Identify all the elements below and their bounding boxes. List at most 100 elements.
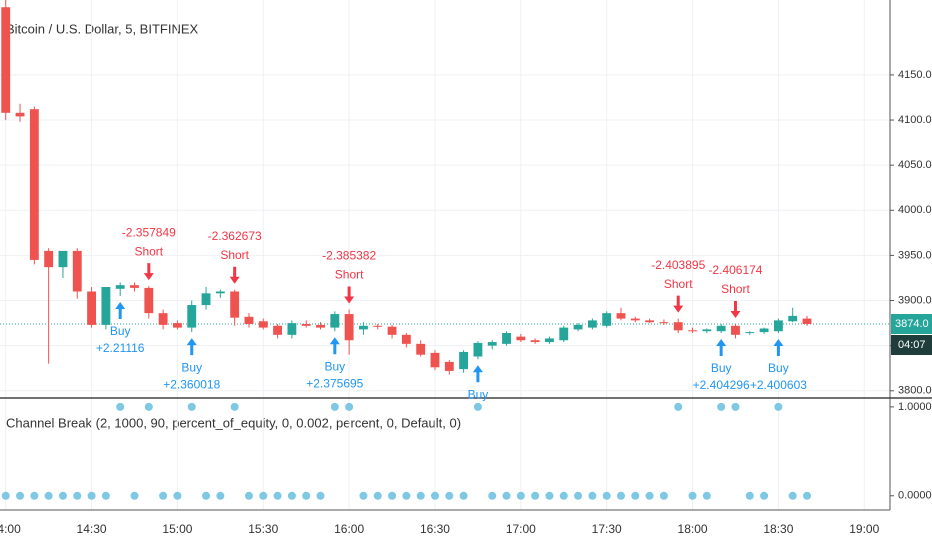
indicator-dot <box>44 491 53 500</box>
candle-body <box>115 285 125 289</box>
signal-label: Buy <box>468 387 489 401</box>
y-tick-label: 3950.0 <box>898 249 932 261</box>
candle-body <box>545 338 554 343</box>
candle-body <box>573 324 583 330</box>
candle-body <box>344 314 354 341</box>
x-tick-label: 18:30 <box>763 522 793 536</box>
signal-label: -2.385382 <box>322 249 376 263</box>
candle-body <box>731 325 740 335</box>
indicator-dot <box>574 491 583 500</box>
short-arrow <box>673 295 684 313</box>
indicator-dot <box>559 491 568 500</box>
indicator-dot <box>87 491 96 500</box>
candle-body <box>58 250 68 268</box>
short-arrow <box>730 300 741 318</box>
candle-body <box>187 305 197 328</box>
signal-label: Short <box>664 277 693 291</box>
buy-arrow <box>472 365 483 383</box>
indicator-dot <box>445 491 454 500</box>
y-tick-label: 1.0000 <box>898 401 932 413</box>
candle-body <box>172 323 182 328</box>
indicator-dot <box>259 491 268 500</box>
candle-body <box>587 320 597 328</box>
candle-body <box>773 320 783 332</box>
signal-label: -2.357849 <box>122 225 176 239</box>
indicator-dot <box>688 491 697 500</box>
signal-label: +2.404296 <box>693 378 750 392</box>
candle-body <box>401 334 411 344</box>
y-tick-label: 0.0000 <box>898 490 932 502</box>
signal-label: Buy <box>181 360 202 374</box>
candle-body <box>101 286 111 325</box>
indicator-dot <box>516 491 525 500</box>
candle-body <box>416 343 426 355</box>
indicator-dot <box>345 402 354 411</box>
signal-label: -2.403895 <box>651 258 705 272</box>
indicator-dot <box>531 491 540 500</box>
candle-body <box>688 330 697 332</box>
candle-body <box>301 323 311 326</box>
indicator-dot <box>674 402 683 411</box>
indicator-dot <box>402 491 411 500</box>
indicator-dot <box>187 402 196 411</box>
indicator-dot <box>745 491 754 500</box>
buy-arrow <box>716 339 727 357</box>
candle-body <box>502 333 511 344</box>
indicator-dot <box>645 491 654 500</box>
indicator-dot <box>359 491 368 500</box>
candle-body <box>230 291 240 318</box>
x-tick-label: 17:00 <box>506 522 536 536</box>
indicator-dot <box>130 491 139 500</box>
candle-body <box>1 7 11 113</box>
indicator-title: Channel Break (2, 1000, 90, percent_of_e… <box>6 415 461 430</box>
candle-body <box>359 325 368 330</box>
indicator-dot <box>330 402 339 411</box>
candle-body <box>602 313 612 326</box>
candle-body <box>158 313 168 325</box>
indicator-dot <box>1 491 10 500</box>
indicator-dot <box>731 402 740 411</box>
indicator-dot <box>116 402 125 411</box>
indicator-dot <box>488 491 497 500</box>
candle-body <box>316 324 325 328</box>
candle-body <box>330 314 340 328</box>
indicator-dot <box>316 491 325 500</box>
countdown-box <box>891 334 932 355</box>
candle-body <box>702 329 712 332</box>
candle-body <box>745 332 755 334</box>
y-tick-label: 3900.0 <box>898 294 932 306</box>
indicator-dot <box>202 491 211 500</box>
candle-body <box>287 323 297 335</box>
candle-body <box>130 285 139 288</box>
indicator-dot <box>588 491 597 500</box>
candle-body <box>144 287 154 314</box>
candle-body <box>788 315 798 322</box>
indicator-dot <box>16 491 25 500</box>
chart-title: Bitcoin / U.S. Dollar, 5, BITFINEX <box>6 21 198 36</box>
indicator-dot <box>73 491 82 500</box>
candle-body <box>430 352 440 368</box>
indicator-dot <box>101 491 110 500</box>
indicator-dot <box>760 491 769 500</box>
signal-label: +2.400603 <box>750 378 807 392</box>
signal-label: +2.21116 <box>96 341 145 355</box>
candle-body <box>630 318 640 321</box>
candle-body <box>444 361 454 371</box>
indicator-dot <box>416 491 425 500</box>
candle-body <box>373 325 383 327</box>
signal-label: +2.360018 <box>163 377 220 391</box>
candle-body <box>516 336 526 341</box>
y-tick-label: 4100.0 <box>898 114 932 126</box>
y-tick-label: 4000.0 <box>898 204 932 216</box>
candle-body <box>487 342 497 346</box>
indicator-dot <box>631 491 640 500</box>
candle-body <box>72 250 82 292</box>
indicator-dot <box>373 491 382 500</box>
candle-body <box>716 325 726 332</box>
candle-body <box>659 322 669 324</box>
signal-label: Short <box>134 244 163 258</box>
candle-body <box>258 321 268 328</box>
signal-label: Short <box>721 282 750 296</box>
candle-body <box>244 316 254 324</box>
